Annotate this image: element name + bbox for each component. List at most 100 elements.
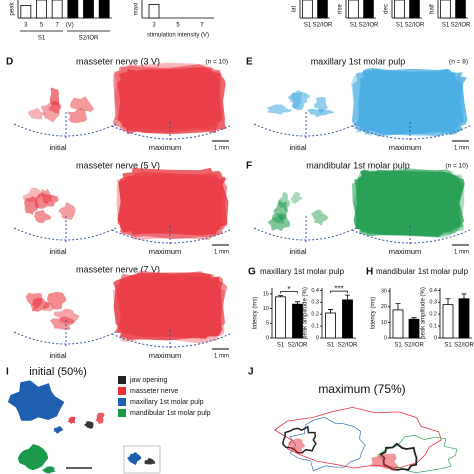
region — [144, 457, 156, 465]
panel-title: mandibular 1st molar pulp — [376, 267, 469, 276]
region — [33, 209, 52, 224]
region — [311, 209, 329, 226]
panel-title: masseter nerve (5 V) — [76, 160, 160, 170]
y-tick-label: 5 — [266, 321, 269, 327]
panel-title: mandibular 1st molar pulp — [306, 160, 410, 170]
scale-label: 1 mm — [214, 146, 229, 152]
legend-swatch — [118, 409, 126, 417]
y-tick-label: 0 — [316, 335, 319, 341]
y-tick-label: 0.1 — [429, 324, 437, 330]
panel-title: maximum (75%) — [318, 382, 405, 396]
map-label: maximum — [149, 351, 182, 360]
x-tick-label: S1 — [442, 23, 450, 29]
bar — [302, 0, 313, 19]
y-axis-label: peak amplitude (%) — [421, 287, 427, 339]
y-axis-label: half — [430, 4, 436, 14]
region — [273, 406, 442, 469]
map-label: maximum — [389, 143, 422, 152]
error-bar — [411, 317, 417, 320]
region — [34, 192, 59, 209]
region — [24, 196, 39, 215]
map-label: initial — [289, 247, 306, 256]
region — [41, 466, 56, 474]
bar — [51, 0, 63, 19]
region — [40, 100, 62, 123]
y-axis-label: peak — [10, 1, 16, 15]
scale-label: 1 mm — [214, 250, 229, 256]
error-bar — [461, 293, 467, 299]
panel-letter: F — [246, 161, 252, 172]
panel-title: masseter nerve (3 V) — [76, 56, 160, 66]
y-axis-label: latency (ms) — [253, 297, 259, 330]
region — [287, 438, 306, 455]
panel-letter: J — [248, 367, 254, 378]
map-label: initial — [49, 247, 66, 256]
x-tick-label: 7 — [200, 23, 204, 29]
x-tick-label: S1 — [350, 23, 358, 29]
y-tick-label: 0 — [384, 335, 387, 341]
sample-size: (n = 10) — [445, 163, 468, 170]
region — [67, 108, 88, 123]
x-tick-label: S2/IOR — [451, 23, 471, 29]
x-tick-label: 5 — [40, 23, 44, 29]
group-label: S2/IOR — [79, 36, 99, 42]
region — [377, 434, 457, 474]
y-tick-label: 0 — [434, 335, 437, 341]
bar — [317, 0, 328, 19]
y-tick-label: 0.4 — [429, 288, 437, 294]
region — [95, 412, 105, 424]
region — [47, 291, 67, 310]
panel-letter: G — [248, 267, 256, 278]
region — [22, 187, 42, 203]
legend-swatch — [118, 387, 126, 395]
x-tick-label: 3 — [24, 23, 28, 29]
group-label: S1 — [38, 36, 46, 42]
x-tick-label: 7 — [55, 23, 59, 29]
midline-arc — [13, 331, 117, 345]
significance-bracket — [330, 290, 348, 294]
midline-arc — [13, 227, 117, 241]
region — [17, 444, 49, 471]
region — [291, 89, 302, 110]
region — [27, 108, 46, 120]
x-tick-label: S2/IOR — [313, 23, 333, 29]
y-tick-label: 20 — [381, 304, 387, 310]
significance-bracket — [280, 291, 298, 294]
panel-letter: D — [6, 57, 13, 68]
bar — [440, 0, 451, 19]
legend-label: jaw opening — [129, 377, 167, 384]
bar — [442, 304, 454, 339]
error-bar — [328, 309, 333, 313]
y-axis-label: rise — [338, 4, 344, 14]
panel-title: maxillary 1st molar pulp — [260, 267, 345, 276]
error-bar — [395, 303, 401, 310]
y-tick-label: 0 — [266, 335, 269, 341]
x-tick-label: S2/IOR — [338, 343, 358, 349]
bar — [325, 312, 336, 339]
bar — [148, 4, 160, 19]
bar — [20, 5, 32, 19]
bar — [67, 0, 79, 19]
region — [49, 316, 75, 330]
map-label: initial — [49, 351, 66, 360]
x-tick-label: S1 — [394, 343, 402, 349]
map-label: initial — [49, 143, 66, 152]
region — [67, 416, 76, 424]
region — [49, 87, 60, 107]
region — [113, 272, 223, 341]
y-tick-label: 0.3 — [311, 300, 319, 306]
x-tick-label: 3 — [152, 23, 156, 29]
x-tick-label: S1 — [277, 343, 285, 349]
y-axis-label: lat — [292, 6, 298, 13]
bar — [348, 0, 359, 19]
region — [356, 68, 468, 135]
bar — [394, 0, 405, 19]
map-label: maximum — [149, 247, 182, 256]
y-tick-label: 10 — [381, 320, 387, 326]
y-tick-label: 15 — [263, 291, 269, 297]
sample-size: (n = 10) — [205, 59, 228, 66]
bar — [409, 0, 420, 19]
bar — [36, 0, 47, 19]
